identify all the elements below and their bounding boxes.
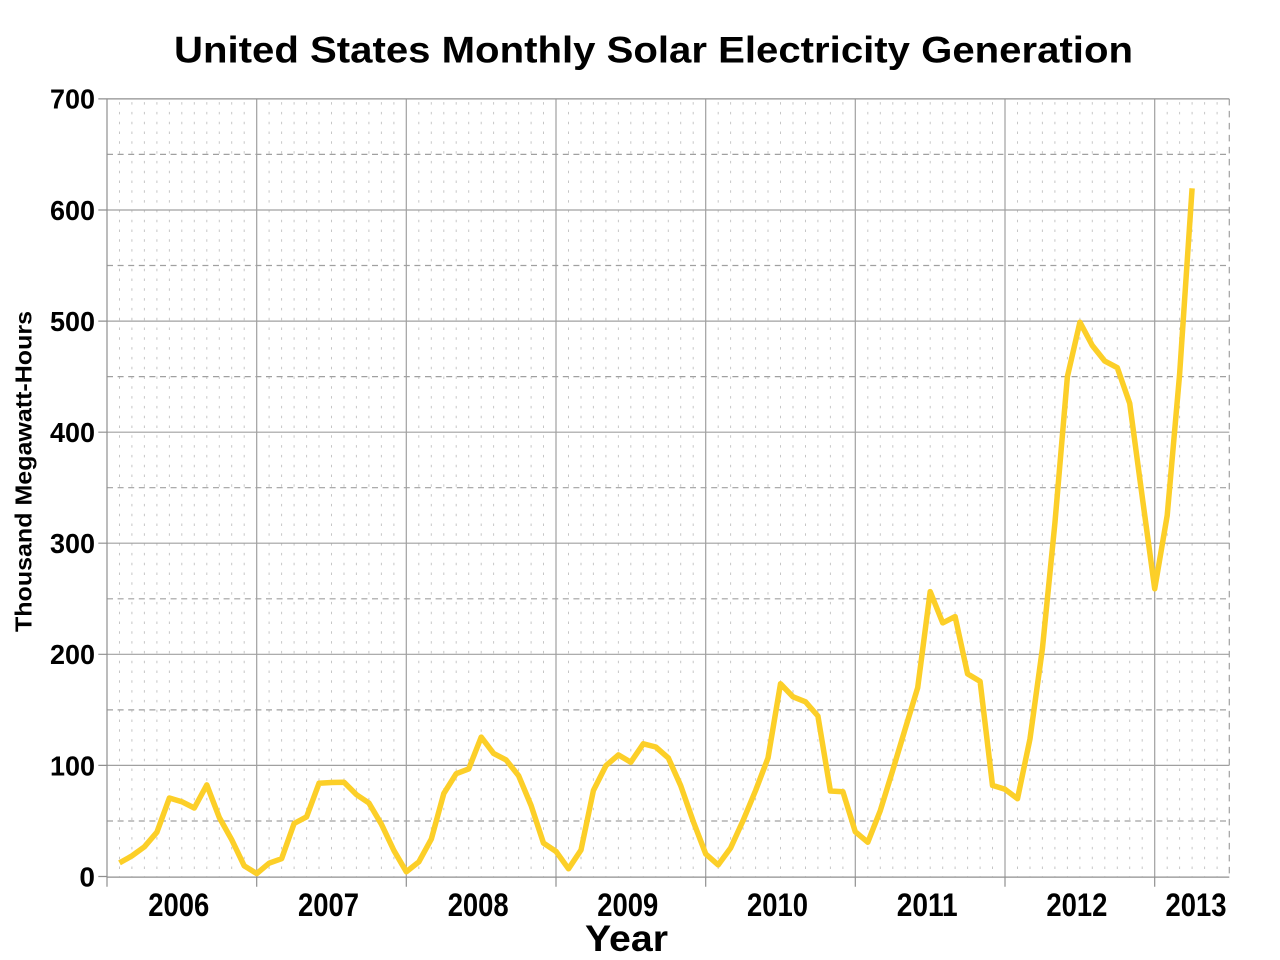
svg-text:700: 700 xyxy=(50,84,95,115)
svg-text:2009: 2009 xyxy=(597,887,658,923)
svg-text:2007: 2007 xyxy=(298,887,359,923)
svg-text:2013: 2013 xyxy=(1166,887,1227,923)
svg-text:2012: 2012 xyxy=(1046,887,1107,923)
svg-text:Year: Year xyxy=(585,917,668,959)
svg-text:500: 500 xyxy=(50,306,95,337)
svg-text:300: 300 xyxy=(50,528,95,559)
svg-text:2008: 2008 xyxy=(448,887,509,923)
svg-text:2010: 2010 xyxy=(747,887,808,923)
svg-text:100: 100 xyxy=(50,750,95,781)
svg-text:United States Monthly Solar El: United States Monthly Solar Electricity … xyxy=(174,29,1133,71)
svg-text:600: 600 xyxy=(50,195,95,226)
svg-text:Thousand Megawatt-Hours: Thousand Megawatt-Hours xyxy=(11,311,37,632)
svg-text:200: 200 xyxy=(50,639,95,670)
svg-text:0: 0 xyxy=(79,861,95,892)
svg-text:2011: 2011 xyxy=(897,887,958,923)
svg-text:2006: 2006 xyxy=(148,887,209,923)
svg-text:400: 400 xyxy=(50,417,95,448)
